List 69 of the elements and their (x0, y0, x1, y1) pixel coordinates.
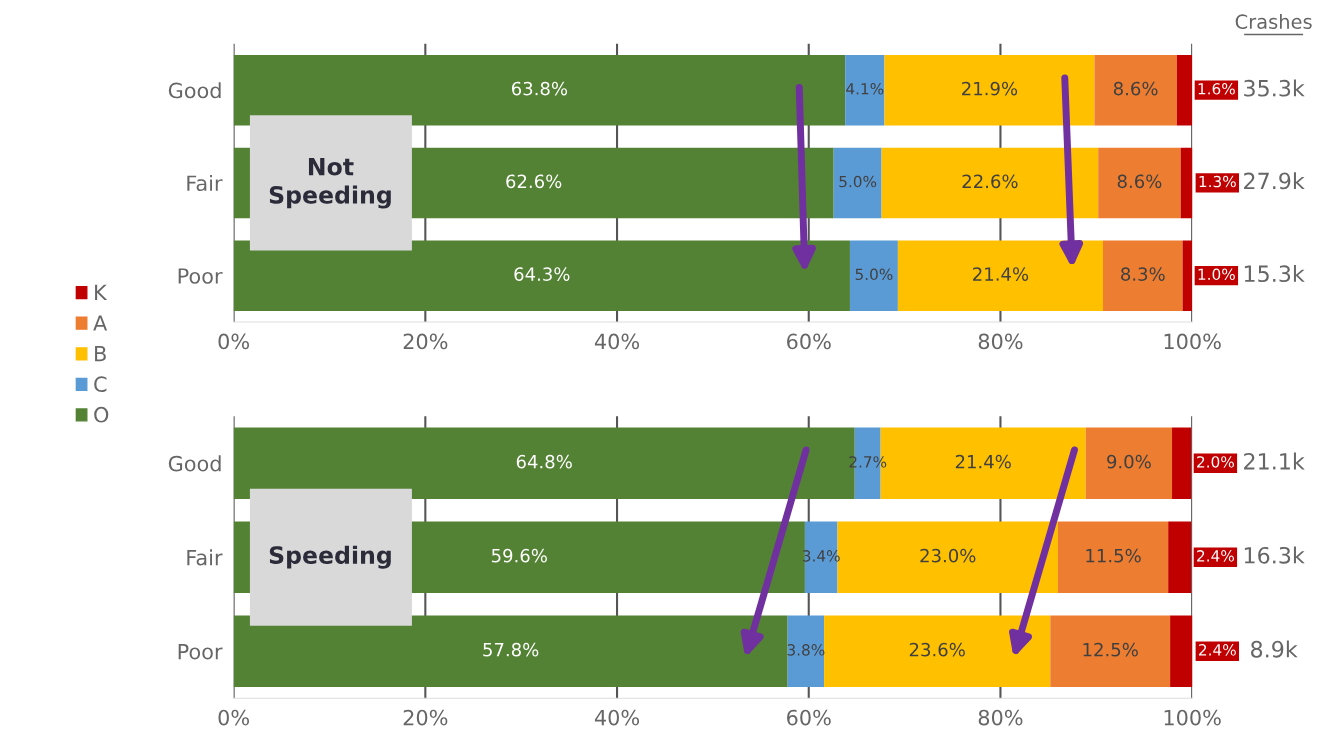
data-label: 1.6% (1198, 83, 1235, 95)
y-tick-label: Good (168, 82, 221, 99)
x-tick-label: 100% (1164, 333, 1221, 350)
data-label: 8.6% (1117, 174, 1162, 189)
data-label: 5.0% (855, 268, 893, 281)
legend-label: O (94, 406, 109, 423)
data-label: 64.8% (516, 454, 572, 469)
text: 35.3k (1244, 79, 1305, 97)
data-label: 22.6% (962, 174, 1018, 189)
data-label: 9.0% (1107, 454, 1151, 469)
bar (233, 240, 850, 311)
x-tick-label: 80% (978, 709, 1023, 726)
data-label: 8.6% (1113, 81, 1158, 96)
data-label: 8.3% (1121, 267, 1165, 281)
x-tick-label: 60% (787, 333, 831, 350)
data-label: 57.8% (483, 642, 539, 657)
data-label: 1.0% (1198, 268, 1235, 281)
data-label: 64.3% (514, 267, 570, 281)
legend-label: A (93, 315, 108, 331)
data-label: 12.5% (1083, 642, 1138, 657)
bar (897, 240, 1104, 311)
data-label: 21.4% (973, 267, 1029, 281)
data-label: 23.0% (920, 548, 976, 563)
bar (1098, 147, 1181, 219)
text: Crashes (1235, 13, 1312, 30)
bar (1085, 427, 1173, 499)
data-label: 23.6% (909, 642, 965, 657)
data-label: 59.6% (491, 548, 547, 563)
text: 21.1k (1244, 452, 1305, 470)
bar (1103, 240, 1183, 311)
y-tick-label: Good (168, 455, 221, 472)
bar (849, 240, 898, 311)
x-tick-label: 40% (594, 333, 640, 350)
data-label: 11.5% (1086, 548, 1141, 563)
x-tick-label: 40% (594, 709, 640, 726)
legend-label: B (95, 345, 106, 362)
legend-label: C (94, 376, 107, 393)
x-tick-label: 60% (787, 709, 831, 726)
x-tick-label: 80% (978, 333, 1023, 350)
data-label: 63.8% (511, 81, 568, 96)
annotation: Speeding (269, 545, 391, 569)
data-label: 21.9% (962, 81, 1018, 96)
x-tick-label: 0% (218, 709, 249, 726)
data-label: 62.6% (506, 174, 562, 189)
annotation: Not Speeding (269, 158, 391, 209)
legend-label: K (95, 284, 108, 301)
data-label: 21.4% (955, 454, 1011, 469)
data-label: 2.4% (1199, 644, 1236, 656)
y-tick-label: Fair (187, 174, 223, 192)
y-tick-label: Fair (187, 549, 223, 566)
data-label: 4.1% (846, 83, 884, 95)
text: 15.3k (1244, 264, 1305, 283)
y-tick-label: Poor (178, 643, 223, 660)
y-tick-label: Poor (178, 268, 223, 284)
bar (787, 615, 825, 687)
text: 8.9k (1251, 640, 1298, 658)
data-label: 2.4% (1197, 550, 1234, 562)
data-label: 1.3% (1199, 175, 1236, 188)
data-label: 5.0% (839, 175, 877, 188)
bar (1094, 54, 1177, 126)
x-tick-label: 0% (218, 333, 249, 350)
x-tick-label: 20% (403, 333, 448, 350)
text: 16.3k (1244, 546, 1305, 564)
bar (845, 54, 885, 126)
bar (833, 147, 882, 219)
data-label: 2.0% (1197, 456, 1234, 468)
x-tick-label: 20% (403, 709, 448, 726)
text: 27.9k (1244, 172, 1305, 190)
x-tick-label: 100% (1164, 709, 1221, 726)
